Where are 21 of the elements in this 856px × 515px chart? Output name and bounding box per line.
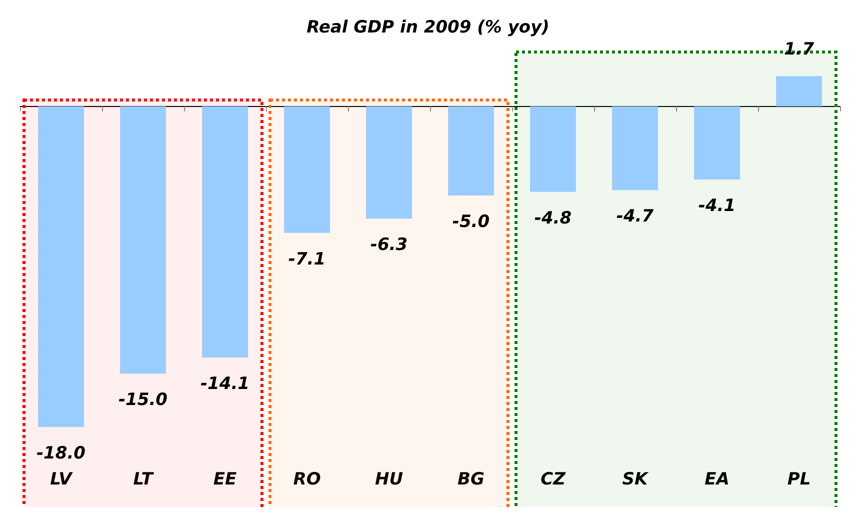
chart-title: Real GDP in 2009 (% yoy) [306, 18, 550, 38]
x-tick-label: BG [458, 470, 484, 490]
x-tick-label: LT [133, 470, 154, 490]
x-tick-label: PL [787, 470, 811, 490]
data-label: -14.1 [200, 374, 250, 394]
x-tick-label: EE [213, 470, 237, 490]
x-tick-label: RO [293, 470, 321, 490]
x-tick-label: EA [704, 470, 730, 490]
data-label: -4.8 [534, 208, 572, 228]
x-tick-label: LV [50, 470, 74, 490]
data-label: -7.1 [288, 249, 326, 270]
x-tick-label: CZ [540, 470, 566, 490]
data-label: -18.0 [36, 444, 86, 464]
x-tick-label: HU [374, 470, 404, 490]
data-label: 1.7 [784, 40, 814, 60]
data-label: -6.3 [370, 235, 408, 256]
data-label: -15.0 [118, 390, 168, 410]
x-tick-label: SK [622, 470, 650, 490]
data-label: -4.1 [698, 196, 736, 216]
data-label: -4.7 [616, 206, 654, 227]
data-label: -5.0 [452, 212, 490, 232]
